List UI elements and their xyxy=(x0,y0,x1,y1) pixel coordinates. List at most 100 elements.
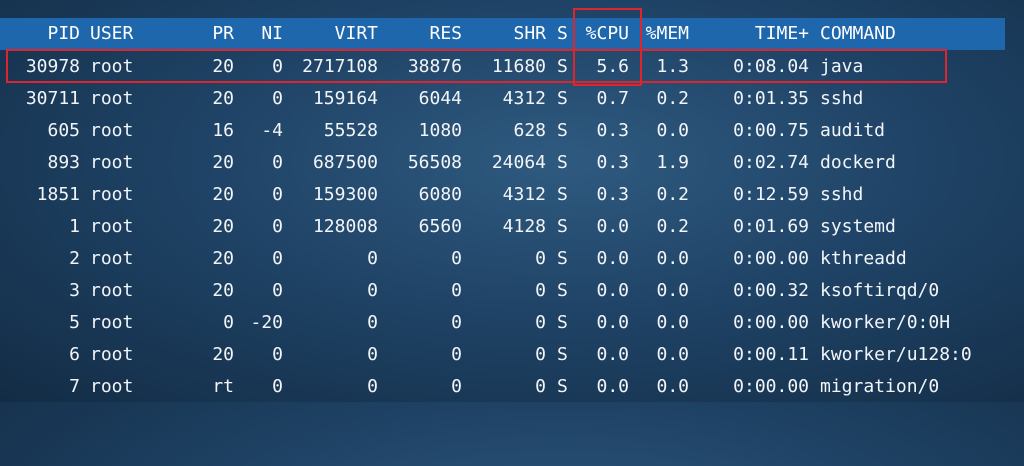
command-cell: kworker/u128:0 xyxy=(820,344,972,365)
user-cell: root xyxy=(90,312,134,333)
res-cell: 0 xyxy=(451,376,462,397)
shr-cell: 24064 xyxy=(491,152,546,173)
nice-cell: 0 xyxy=(272,88,283,109)
shr-cell: 0 xyxy=(535,344,546,365)
virt-cell: 0 xyxy=(367,376,378,397)
process-row[interactable]: 1851 root 20 0 159300 6080 4312 S 0.3 0.2 0:12.59 s… xyxy=(0,179,1024,211)
pid-cell: 2 xyxy=(69,248,80,269)
nice-cell: 0 xyxy=(272,152,283,173)
command-cell: kthreadd xyxy=(820,248,907,269)
header-mem[interactable]: %MEM xyxy=(645,23,689,44)
header-virt[interactable]: VIRT xyxy=(334,23,378,44)
state-cell: S xyxy=(557,216,568,237)
res-cell: 1080 xyxy=(418,120,462,141)
pid-cell: 3 xyxy=(69,280,80,301)
pid-cell: 6 xyxy=(69,344,80,365)
shr-cell: 0 xyxy=(535,376,546,397)
cpu-cell: 0.3 xyxy=(596,184,629,205)
priority-cell: 20 xyxy=(212,88,234,109)
process-row[interactable]: 6 root 20 0 0 0 0 S 0.0 0.0 0:00.11 kworker/u128:0 xyxy=(0,339,1024,371)
time-cell: 0:00.00 xyxy=(733,248,809,269)
state-cell: S xyxy=(557,88,568,109)
priority-cell: 16 xyxy=(212,120,234,141)
header-pid[interactable]: PID xyxy=(47,23,80,44)
column-header-bar: PID USER PR NI VIRT RES SHR S %CPU %MEM … xyxy=(0,18,1005,50)
state-cell: S xyxy=(557,152,568,173)
user-cell: root xyxy=(90,376,134,397)
priority-cell: 20 xyxy=(212,56,234,77)
shr-cell: 4312 xyxy=(502,88,546,109)
header-time[interactable]: TIME+ xyxy=(754,23,809,44)
res-cell: 0 xyxy=(451,312,462,333)
command-cell: ksoftirqd/0 xyxy=(820,280,940,301)
process-row[interactable]: 893 root 20 0 687500 56508 24064 S 0.3 1.9 0:02.74… xyxy=(0,147,1024,179)
java-row-highlight-box xyxy=(6,49,947,83)
shr-cell: 0 xyxy=(535,248,546,269)
state-cell: S xyxy=(557,312,568,333)
cpu-cell: 0.7 xyxy=(596,88,629,109)
time-cell: 0:00.00 xyxy=(733,376,809,397)
user-cell: root xyxy=(90,56,134,77)
cpu-cell: 0.0 xyxy=(596,344,629,365)
user-cell: root xyxy=(90,120,134,141)
command-cell: migration/0 xyxy=(820,376,940,397)
pid-cell: 5 xyxy=(69,312,80,333)
header-pr[interactable]: PR xyxy=(212,23,234,44)
cpu-cell: 0.3 xyxy=(596,152,629,173)
nice-cell: 0 xyxy=(272,280,283,301)
mem-cell: 0.2 xyxy=(656,184,689,205)
pid-cell: 1 xyxy=(69,216,80,237)
process-row[interactable]: 2 root 20 0 0 0 0 S 0.0 0.0 0:00.00 kthreadd xyxy=(0,243,1024,275)
process-row[interactable]: 1 root 20 0 128008 6560 4128 S 0.0 0.2 0:01.69 syst… xyxy=(0,211,1024,243)
process-row[interactable]: 3 root 20 0 0 0 0 S 0.0 0.0 0:00.32 ksoftirqd/0 xyxy=(0,275,1024,307)
header-res[interactable]: RES xyxy=(429,23,462,44)
header-shr[interactable]: SHR xyxy=(513,23,546,44)
cpu-cell: 0.0 xyxy=(596,216,629,237)
header-cpu[interactable]: %CPU xyxy=(585,23,629,44)
virt-cell: 687500 xyxy=(312,152,378,173)
time-cell: 0:02.74 xyxy=(733,152,809,173)
user-cell: root xyxy=(90,88,134,109)
mem-cell: 0.0 xyxy=(656,120,689,141)
process-row[interactable]: 30711 root 20 0 159164 6044 4312 S 0.7 0.2 0:01.35… xyxy=(0,83,1024,115)
pid-cell: 1851 xyxy=(36,184,80,205)
command-cell: java xyxy=(820,56,864,77)
process-row[interactable]: 605 root 16 -4 55528 1080 628 S 0.3 0.0 0:00.75 aud… xyxy=(0,115,1024,147)
virt-cell: 0 xyxy=(367,344,378,365)
nice-cell: 0 xyxy=(272,184,283,205)
header-user[interactable]: USER xyxy=(90,23,134,44)
header-state[interactable]: S xyxy=(557,23,568,44)
process-row[interactable]: 7 root rt 0 0 0 0 S 0.0 0.0 0:00.00 migration/0 xyxy=(0,371,1024,403)
header-ni[interactable]: NI xyxy=(261,23,283,44)
user-cell: root xyxy=(90,280,134,301)
virt-cell: 0 xyxy=(367,248,378,269)
mem-cell: 0.0 xyxy=(656,344,689,365)
command-cell: kworker/0:0H xyxy=(820,312,951,333)
priority-cell: 0 xyxy=(223,312,234,333)
mem-cell: 0.2 xyxy=(656,216,689,237)
priority-cell: 20 xyxy=(212,216,234,237)
cpu-cell: 0.0 xyxy=(596,248,629,269)
cpu-cell: 0.0 xyxy=(596,312,629,333)
time-cell: 0:01.69 xyxy=(733,216,809,237)
nice-cell: 0 xyxy=(272,248,283,269)
shr-cell: 11680 xyxy=(491,56,546,77)
time-cell: 0:00.32 xyxy=(733,280,809,301)
state-cell: S xyxy=(557,56,568,77)
virt-cell: 159164 xyxy=(312,88,378,109)
header-command[interactable]: COMMAND xyxy=(820,23,896,44)
time-cell: 0:00.75 xyxy=(733,120,809,141)
cpu-cell: 5.6 xyxy=(596,56,629,77)
user-cell: root xyxy=(90,152,134,173)
pid-cell: 30978 xyxy=(25,56,80,77)
pid-cell: 30711 xyxy=(25,88,80,109)
nice-cell: 0 xyxy=(272,216,283,237)
state-cell: S xyxy=(557,376,568,397)
cpu-cell: 0.3 xyxy=(596,120,629,141)
top-process-table: PID USER PR NI VIRT RES SHR S %CPU %MEM … xyxy=(0,8,1024,403)
res-cell: 0 xyxy=(451,344,462,365)
process-row[interactable]: 5 root 0 -20 0 0 0 S 0.0 0.0 0:00.00 kworker/0:0H xyxy=(0,307,1024,339)
time-cell: 0:12.59 xyxy=(733,184,809,205)
process-row[interactable]: 30978 root 20 0 2717108 38876 11680 S 5.6 1.3 0:08… xyxy=(0,51,1024,83)
shr-cell: 628 xyxy=(513,120,546,141)
